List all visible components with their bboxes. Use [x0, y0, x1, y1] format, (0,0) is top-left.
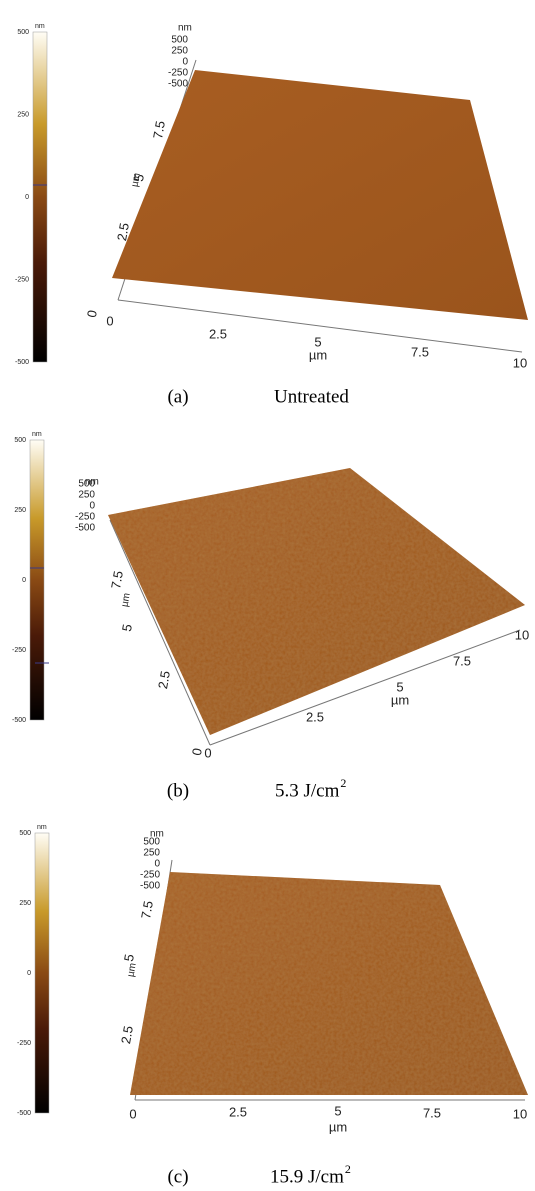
x-tick-label: 0 — [204, 745, 211, 760]
colorbar-tick-label: -250 — [12, 647, 26, 654]
z-tick-label: -250 — [140, 870, 160, 881]
y-axis-label: µm — [129, 172, 142, 188]
axis-line — [117, 299, 523, 353]
x-tick-label: 10 — [513, 1106, 527, 1121]
axis-line — [209, 629, 521, 746]
colorbar-unit: nm — [35, 23, 45, 30]
y-tick-label: 0 — [84, 309, 100, 319]
x-tick-label: 2.5 — [229, 1104, 247, 1119]
z-axis-unit: nm — [85, 477, 99, 488]
z-tick-label: -500 — [75, 523, 95, 534]
colorbar-tick-label: 250 — [14, 507, 26, 514]
caption-text: 15.9 J/cm — [270, 1166, 344, 1187]
z-tick-label: 500 — [171, 35, 188, 46]
y-axis-label: µm — [125, 962, 138, 978]
z-tick-label: 0 — [154, 859, 160, 870]
colorbar-tick-label: -500 — [17, 1110, 31, 1117]
colorbar-unit: nm — [37, 824, 47, 831]
x-tick-label: 10 — [513, 355, 527, 370]
z-tick-label: 0 — [89, 501, 95, 512]
caption-letter: (b) — [167, 780, 189, 801]
z-tick-label: -250 — [75, 512, 95, 523]
x-axis-label: µm — [309, 347, 327, 362]
z-tick-label: -250 — [168, 68, 188, 79]
z-tick-label: 250 — [78, 490, 95, 501]
colorbar-tick-label: 0 — [22, 577, 26, 584]
y-tick-label: 7.5 — [138, 900, 156, 920]
caption-letter: (c) — [167, 1166, 188, 1187]
colorbar-tick-label: -250 — [17, 1040, 31, 1047]
x-tick-label: 5 — [334, 1103, 341, 1118]
z-tick-label: 250 — [143, 848, 160, 859]
y-tick-label: 5 — [131, 173, 147, 183]
z-tick-label: 250 — [171, 46, 188, 57]
caption-text: 5.3 J/cm — [275, 780, 340, 801]
y-axis-label: µm — [119, 592, 132, 608]
caption-letter: (a) — [167, 386, 188, 407]
colorbar-unit: nm — [32, 431, 42, 438]
caption-text: Untreated — [274, 386, 349, 407]
caption-superscript: 2 — [345, 1162, 351, 1176]
colorbar-tick-label: -500 — [12, 717, 26, 724]
y-tick-label: 0 — [189, 747, 205, 757]
colorbar — [32, 31, 48, 363]
y-tick-label: 7.5 — [108, 570, 126, 590]
z-tick-label: 0 — [182, 57, 188, 68]
colorbar-tick-label: -500 — [15, 359, 29, 366]
y-tick-label: 7.5 — [150, 120, 168, 140]
colorbar-tick-label: 500 — [17, 29, 29, 36]
colorbar-tick-label: 0 — [27, 970, 31, 977]
x-tick-label: 0 — [106, 313, 113, 328]
z-tick-label: -500 — [168, 79, 188, 90]
y-tick-label: 5 — [121, 953, 137, 963]
x-tick-label: 5 — [314, 334, 321, 349]
surface — [130, 872, 528, 1095]
x-axis-label: µm — [329, 1119, 347, 1134]
colorbar-tick-label: 250 — [19, 900, 31, 907]
colorbar-tick-label: 0 — [25, 194, 29, 201]
z-tick-label: -500 — [140, 881, 160, 892]
x-tick-label: 7.5 — [453, 653, 471, 668]
z-tick-label: 500 — [78, 479, 95, 490]
surface — [112, 70, 528, 320]
y-tick-label: 2.5 — [114, 222, 132, 242]
colorbar — [29, 439, 45, 721]
colorbar-tick-label: 500 — [19, 830, 31, 837]
axis-line — [109, 519, 211, 746]
z-tick-label: 500 — [143, 837, 160, 848]
x-tick-label: 5 — [396, 679, 403, 694]
colorbar-tick-label: -250 — [15, 276, 29, 283]
colorbar — [34, 832, 50, 1114]
colorbar-tick-label: 250 — [17, 111, 29, 118]
x-tick-label: 2.5 — [306, 709, 324, 724]
colorbar-tick-label: 500 — [14, 437, 26, 444]
x-tick-label: 7.5 — [423, 1105, 441, 1120]
y-tick-label: 2.5 — [118, 1025, 136, 1045]
z-axis-unit: nm — [178, 23, 192, 34]
x-axis-label: µm — [391, 692, 409, 707]
y-tick-label: 5 — [119, 623, 135, 633]
surface — [108, 468, 525, 735]
x-tick-label: 2.5 — [209, 326, 227, 341]
x-tick-label: 10 — [515, 627, 529, 642]
x-tick-label: 0 — [129, 1106, 136, 1121]
caption-superscript: 2 — [340, 776, 346, 790]
z-axis-unit: nm — [150, 829, 164, 840]
x-tick-label: 7.5 — [411, 344, 429, 359]
y-tick-label: 2.5 — [155, 670, 173, 690]
